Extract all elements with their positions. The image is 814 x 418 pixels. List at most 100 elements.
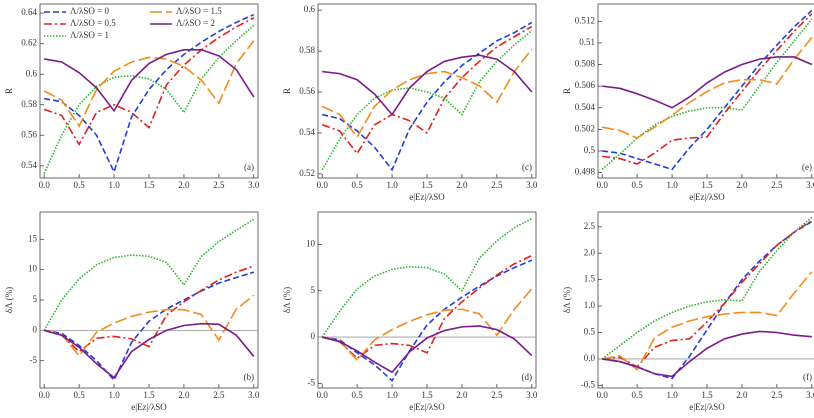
- y-axis-label: R: [282, 88, 292, 94]
- y-tick-label: 0.56: [299, 86, 315, 96]
- x-tick-label: 1.0: [386, 390, 398, 400]
- y-tick-label: -5: [308, 377, 316, 387]
- series-line: [321, 325, 533, 374]
- series-line: [602, 36, 813, 139]
- x-tick-label: 3.0: [806, 180, 814, 190]
- y-axis-label: R: [562, 88, 572, 94]
- series-line: [43, 17, 255, 147]
- y-tick-label: 10: [306, 238, 316, 248]
- x-tick-label: 1.5: [143, 390, 155, 400]
- x-tick-label: 1.0: [108, 390, 120, 400]
- x-tick-label: 2.5: [213, 390, 225, 400]
- y-tick-label: 2.0: [584, 247, 596, 257]
- series-line: [43, 265, 255, 353]
- x-tick-label: 2.0: [736, 180, 748, 190]
- y-tick-label: 5: [311, 285, 316, 295]
- x-tick-label: 2.5: [771, 180, 783, 190]
- y-tick-label: 1.5: [584, 274, 596, 284]
- y-tick-label: 0.6: [26, 68, 38, 78]
- x-tick-label: 3.0: [526, 180, 538, 190]
- x-tick-label: 0.0: [39, 390, 51, 400]
- series-line: [322, 21, 533, 172]
- x-tick-label: 1.0: [666, 180, 678, 190]
- series-line: [43, 218, 255, 331]
- x-tick-label: 2.0: [178, 180, 190, 190]
- x-tick-label: 0.5: [632, 180, 644, 190]
- y-tick-label: 0.56: [21, 129, 37, 139]
- x-tick-label: 1.0: [386, 180, 398, 190]
- series-line: [44, 13, 255, 175]
- x-tick-label: 3.0: [806, 390, 814, 400]
- x-tick-label: 1.5: [143, 180, 155, 190]
- y-tick-label: 0.498: [575, 167, 596, 177]
- x-tick-label: 0.5: [74, 390, 86, 400]
- x-tick-label: 0.5: [352, 180, 364, 190]
- x-tick-label: 2.0: [736, 390, 748, 400]
- y-tick-label: 1.0: [584, 300, 596, 310]
- y-tick-label: 0: [33, 324, 38, 334]
- legend-label: Λ/λSO = 0: [70, 6, 109, 16]
- legend-label: Λ/λSO = 0.5: [70, 18, 116, 28]
- x-tick-label: 0.0: [317, 390, 329, 400]
- x-tick-label: 2.5: [771, 390, 783, 400]
- y-tick-label: 0.508: [575, 59, 596, 69]
- x-tick-label: 0.0: [317, 180, 329, 190]
- series-line: [602, 271, 813, 371]
- panel-label: (f): [803, 372, 812, 382]
- series-line: [44, 294, 255, 358]
- series-line: [602, 9, 813, 171]
- x-tick-label: 0.5: [74, 180, 86, 190]
- x-tick-label: 2.5: [491, 180, 503, 190]
- series-line: [602, 220, 813, 380]
- x-tick-label: 2.5: [491, 390, 503, 400]
- plot-frame: [317, 3, 537, 179]
- series-line: [322, 54, 533, 116]
- plot-frame: [317, 211, 537, 389]
- legend-label: Λ/λSO = 1.5: [176, 6, 222, 16]
- x-tick-label: 1.5: [701, 180, 713, 190]
- series-line: [601, 18, 813, 170]
- x-axis-label: e|Ez|/λSO: [409, 192, 445, 202]
- y-tick-label: 2.5: [584, 221, 596, 231]
- y-tick-label: 0.58: [299, 45, 315, 55]
- x-tick-label: 1.5: [421, 390, 433, 400]
- series-line: [321, 29, 533, 171]
- x-tick-label: 2.0: [456, 180, 468, 190]
- series-line: [321, 25, 533, 155]
- panel-label: (b): [244, 372, 255, 382]
- series-line: [602, 330, 812, 378]
- panel-label: (c): [522, 162, 532, 172]
- y-tick-label: 0.6: [304, 4, 316, 14]
- series-line: [44, 271, 255, 382]
- y-tick-label: -5: [30, 355, 38, 365]
- x-tick-label: 3.0: [526, 390, 538, 400]
- y-axis-label: δΛ (%): [282, 287, 292, 313]
- x-axis-label: e|Ez|/λSO: [409, 402, 445, 412]
- x-tick-label: 2.0: [456, 390, 468, 400]
- x-tick-label: 0.0: [597, 180, 609, 190]
- x-tick-label: 1.0: [666, 390, 678, 400]
- y-tick-label: 0.54: [21, 160, 37, 170]
- x-tick-label: 0.0: [39, 180, 51, 190]
- series-line: [601, 216, 813, 360]
- series-line: [321, 254, 533, 360]
- x-tick-label: 1.5: [421, 180, 433, 190]
- y-tick-label: 0.5: [584, 145, 596, 155]
- y-tick-label: 0.54: [299, 127, 315, 137]
- y-tick-label: 0.506: [575, 80, 596, 90]
- x-tick-label: 3.0: [248, 390, 260, 400]
- y-tick-label: 0.64: [21, 7, 37, 17]
- x-tick-label: 2.5: [213, 180, 225, 190]
- y-tick-label: 0.62: [21, 38, 37, 48]
- y-axis-label: R: [4, 88, 14, 94]
- y-tick-label: 5: [33, 294, 38, 304]
- series-line: [321, 48, 533, 139]
- y-tick-label: 0.502: [575, 123, 595, 133]
- legend-label: Λ/λSO = 1: [70, 30, 109, 40]
- y-tick-label: 10: [28, 264, 38, 274]
- y-tick-label: -0.5: [581, 379, 596, 389]
- y-tick-label: 0.0: [584, 353, 596, 363]
- series-line: [602, 13, 813, 165]
- y-tick-label: 0.52: [299, 168, 315, 178]
- plot-frame: [597, 211, 814, 389]
